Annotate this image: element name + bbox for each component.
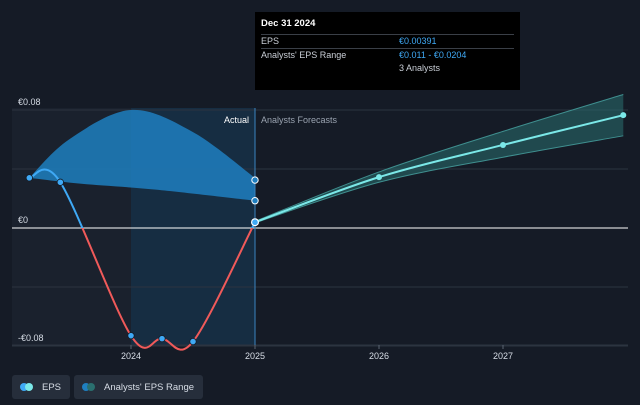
range-band-lower-edge — [254, 135, 624, 224]
tooltip: Dec 31 2024 EPS €0.00391 Analysts' EPS R… — [255, 12, 520, 90]
legend-swatch-icon — [82, 383, 98, 391]
eps-current-point[interactable] — [251, 218, 260, 227]
range-band-actual — [29, 109, 255, 201]
range-band-upper-edge — [254, 94, 624, 222]
eps-point[interactable] — [158, 335, 166, 343]
legend-item-eps-range[interactable]: Analysts' EPS Range — [74, 375, 204, 399]
region-label-actual: Actual — [224, 115, 249, 125]
tooltip-title: Dec 31 2024 — [261, 18, 316, 29]
legend-label: EPS — [42, 381, 62, 393]
y-tick-label: €0.08 — [18, 97, 41, 107]
x-tick-label: 2024 — [121, 351, 141, 361]
legend-label: Analysts' EPS Range — [104, 381, 195, 393]
tooltip-value: €0.011 - €0.0204 — [399, 50, 467, 60]
range-marker-point[interactable] — [251, 176, 259, 184]
eps-point[interactable] — [56, 178, 64, 186]
legend: EPS Analysts' EPS Range — [12, 375, 204, 399]
tooltip-value: €0.00391 — [399, 36, 437, 46]
tooltip-row-analysts: 3 Analysts — [261, 62, 514, 75]
tooltip-row-eps: EPS €0.00391 — [261, 34, 514, 48]
eps-point[interactable] — [25, 174, 33, 182]
range-band-forecast — [255, 94, 624, 223]
eps-forecast-point[interactable] — [376, 174, 382, 181]
legend-swatch-icon — [20, 383, 36, 391]
tooltip-row-range: Analysts' EPS Range €0.011 - €0.0204 — [261, 48, 514, 62]
x-tick-label: 2025 — [245, 351, 265, 361]
axis-labels: Actual Analysts Forecasts €0.08 €0 -€0.08 2… — [18, 97, 513, 361]
eps-chart: Actual Analysts Forecasts €0.08 €0 -€0.08 2… — [12, 94, 628, 361]
range-marker-point[interactable] — [251, 197, 259, 205]
x-tick-label: 2027 — [493, 351, 513, 361]
eps-point[interactable] — [189, 337, 197, 346]
eps-point[interactable] — [127, 332, 135, 340]
eps-forecast-point[interactable] — [500, 141, 506, 148]
x-tick-label: 2026 — [369, 351, 389, 361]
tooltip-value: 3 Analysts — [399, 63, 441, 73]
legend-item-eps[interactable]: EPS — [12, 375, 71, 399]
tooltip-label: EPS — [261, 36, 280, 46]
eps-range-bands — [29, 94, 624, 224]
y-tick-label: €0 — [18, 215, 28, 225]
region-label-forecast: Analysts Forecasts — [261, 115, 338, 125]
eps-points[interactable] — [25, 112, 627, 346]
eps-line-negative — [81, 228, 254, 351]
tooltip-label: Analysts' EPS Range — [261, 50, 347, 60]
eps-forecast-point[interactable] — [620, 112, 627, 119]
eps-forecast-line — [254, 114, 624, 224]
tooltip-label — [261, 62, 399, 75]
y-tick-label: -€0.08 — [18, 333, 44, 343]
